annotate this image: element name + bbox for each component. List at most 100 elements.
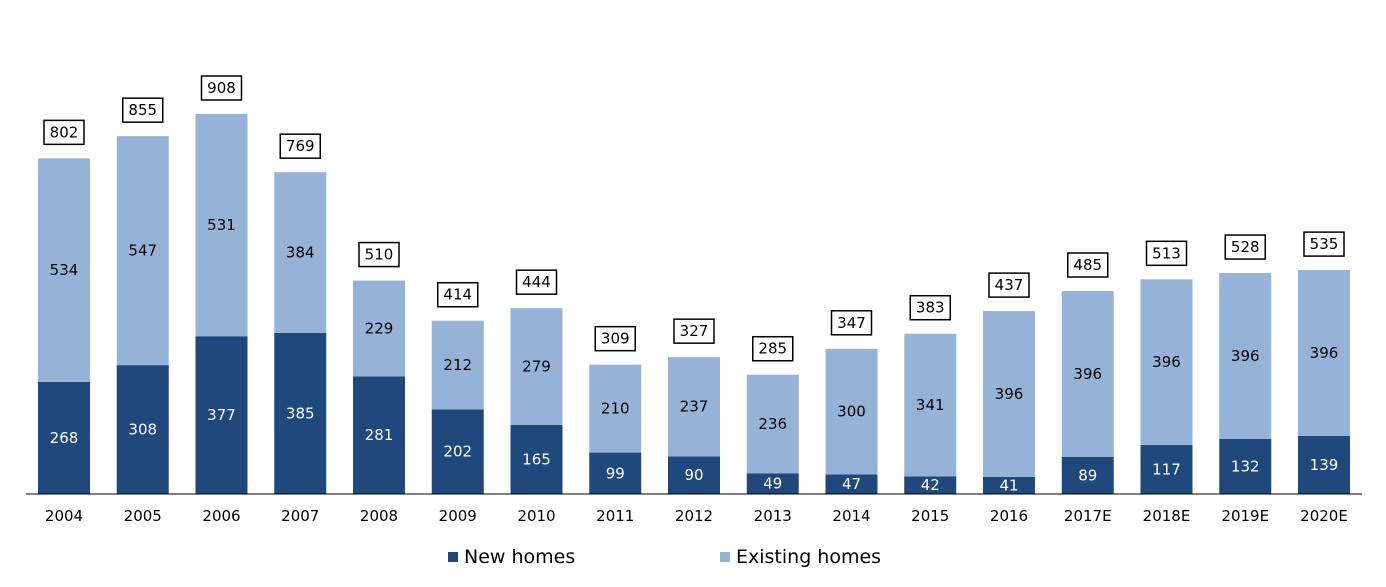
x-tick-label-2017e: 2017E [1064, 507, 1112, 525]
data-label-new-homes-2018e: 117 [1152, 461, 1181, 479]
total-box-2018e [1145, 240, 1188, 267]
bar-existing-homes-2019e [1219, 273, 1272, 439]
bar-new-homes-2014 [825, 474, 878, 494]
total-box-2016 [988, 272, 1030, 298]
bar-new-homes-2016 [983, 476, 1035, 494]
data-label-new-homes-2012: 90 [684, 466, 703, 484]
legend-swatch-new-homes [448, 552, 458, 562]
total-label-2009: 414 [443, 286, 472, 304]
total-box-2015 [909, 294, 951, 321]
bar-existing-homes-2006 [195, 114, 248, 337]
data-label-existing-homes-2011: 210 [601, 400, 630, 418]
bar-new-homes-2012 [668, 456, 720, 494]
legend-swatch-existing-homes [720, 552, 730, 562]
total-label-2017e: 485 [1073, 256, 1102, 274]
x-tick-label-2009: 2009 [439, 507, 477, 525]
data-label-existing-homes-2004: 534 [50, 261, 79, 279]
total-label-2004: 802 [50, 123, 79, 141]
data-label-existing-homes-2009: 212 [443, 356, 472, 374]
bar-existing-homes-2009 [431, 320, 484, 410]
data-label-new-homes-2019e: 132 [1231, 457, 1260, 475]
bar-existing-homes-2018e [1140, 279, 1193, 446]
data-label-new-homes-2005: 308 [128, 421, 157, 439]
data-label-new-homes-2009: 202 [443, 443, 472, 461]
total-box-2007 [279, 133, 321, 159]
bar-existing-homes-2013 [746, 374, 799, 474]
data-label-existing-homes-2007: 384 [286, 244, 315, 262]
total-box-2013 [752, 335, 794, 362]
bar-new-homes-2018e [1140, 445, 1193, 494]
total-label-2012: 327 [680, 322, 709, 340]
bar-new-homes-2019e [1219, 438, 1272, 494]
data-label-existing-homes-2012: 237 [680, 398, 709, 416]
total-label-2013: 285 [758, 340, 787, 358]
data-label-new-homes-2011: 99 [606, 464, 625, 482]
legend-item-existing-homes: Existing homes [720, 546, 881, 568]
bar-existing-homes-2008 [353, 280, 405, 377]
total-label-2008: 510 [365, 246, 394, 264]
total-label-2006: 908 [207, 79, 236, 97]
total-box-2020e [1303, 231, 1345, 257]
data-label-existing-homes-2006: 531 [207, 216, 236, 234]
total-box-2004 [43, 119, 85, 146]
bar-new-homes-2006 [195, 336, 248, 494]
x-tick-label-2012: 2012 [675, 507, 713, 525]
data-label-existing-homes-2019e: 396 [1231, 347, 1260, 365]
total-box-2012 [673, 318, 715, 344]
legend-label-new-homes: New homes [464, 546, 576, 568]
total-label-2007: 769 [286, 137, 315, 155]
total-label-2018e: 513 [1152, 244, 1181, 262]
total-box-2009 [437, 281, 479, 308]
bar-existing-homes-2012 [668, 357, 720, 457]
bar-existing-homes-2015 [904, 333, 957, 477]
data-label-existing-homes-2014: 300 [837, 403, 866, 421]
x-tick-label-2004: 2004 [45, 507, 83, 525]
bar-existing-homes-2011 [589, 364, 642, 453]
data-label-new-homes-2004: 268 [50, 429, 79, 447]
total-label-2019e: 528 [1231, 238, 1260, 256]
bar-existing-homes-2005 [116, 136, 169, 366]
data-label-new-homes-2014: 47 [842, 475, 861, 493]
total-box-2005 [122, 97, 164, 123]
total-label-2015: 383 [916, 299, 945, 317]
total-box-2014 [830, 310, 873, 336]
total-label-2016: 437 [995, 276, 1024, 294]
bar-new-homes-2015 [904, 476, 957, 494]
bar-existing-homes-2007 [274, 172, 327, 333]
data-label-existing-homes-2020e: 396 [1310, 344, 1339, 362]
data-label-new-homes-2010: 165 [522, 450, 551, 468]
data-label-new-homes-2006: 377 [207, 406, 236, 424]
bar-new-homes-2020e [1298, 435, 1350, 494]
data-label-existing-homes-2010: 279 [522, 358, 551, 376]
total-box-2011 [594, 325, 636, 352]
x-tick-label-2006: 2006 [202, 507, 240, 525]
bar-existing-homes-2004 [38, 158, 90, 382]
bars-group [38, 114, 1350, 494]
data-label-new-homes-2013: 49 [763, 475, 782, 493]
data-label-existing-homes-2008: 229 [365, 319, 394, 337]
x-tick-label-2015: 2015 [911, 507, 949, 525]
bar-existing-homes-2010 [510, 308, 563, 425]
x-tick-label-2020e: 2020E [1300, 507, 1348, 525]
bar-new-homes-2009 [431, 409, 484, 494]
data-label-new-homes-2008: 281 [365, 426, 394, 444]
x-tick-label-2018e: 2018E [1143, 507, 1191, 525]
bar-new-homes-2008 [353, 376, 405, 494]
bar-existing-homes-2017e [1061, 291, 1114, 457]
bar-new-homes-2017e [1061, 456, 1114, 494]
total-box-2006 [200, 75, 243, 101]
data-label-new-homes-2017e: 89 [1078, 466, 1097, 484]
data-label-existing-homes-2015: 341 [916, 396, 945, 414]
data-label-new-homes-2007: 385 [286, 404, 315, 422]
data-label-existing-homes-2017e: 396 [1073, 365, 1102, 383]
data-label-new-homes-2016: 41 [999, 476, 1018, 494]
data-label-existing-homes-2016: 396 [995, 385, 1024, 403]
data-label-existing-homes-2018e: 396 [1152, 353, 1181, 371]
bar-new-homes-2011 [589, 452, 642, 494]
total-box-2010 [515, 269, 558, 295]
total-label-2010: 444 [522, 273, 551, 291]
data-label-existing-homes-2013: 236 [758, 415, 787, 433]
data-label-new-homes-2020e: 139 [1310, 456, 1339, 474]
x-tick-label-2016: 2016 [990, 507, 1028, 525]
